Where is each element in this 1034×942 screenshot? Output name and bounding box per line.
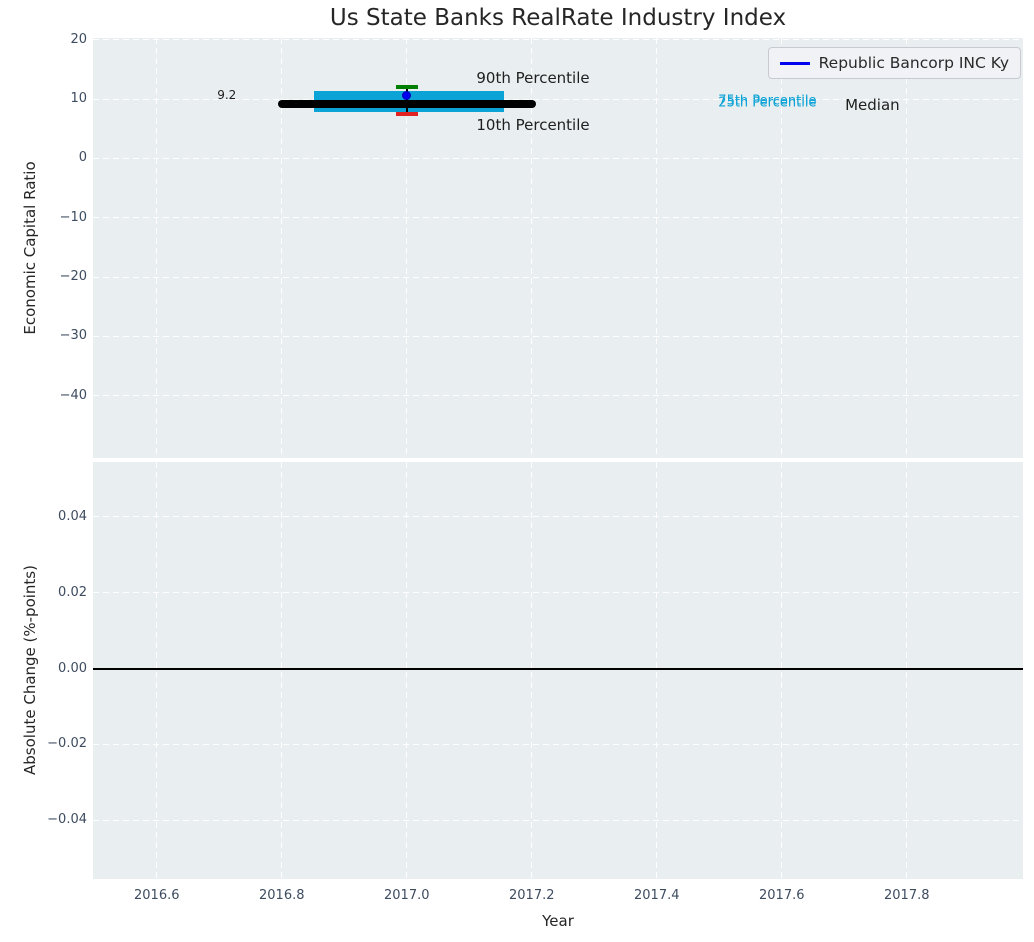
y-tick-label: 10 [70,91,87,107]
x-gridline [656,462,658,879]
y-tick-label: 20 [70,31,87,47]
y-tick-label: −30 [59,328,87,344]
x-gridline [406,38,408,458]
y-gridline [93,743,1023,745]
y-tick-label: 0.02 [58,584,87,600]
bottom-axes-absolute-change [93,462,1023,879]
y-gridline [93,819,1023,821]
x-gridline [281,38,283,458]
y-tick-label: −0.04 [47,812,87,828]
y-gridline [93,395,1023,397]
y-tick-label: −10 [59,209,87,225]
x-gridline [406,462,408,879]
p90-cap [395,85,418,90]
x-gridline [531,462,533,879]
annotation-10th-percentile: 10th Percentile [476,116,590,135]
median-line [277,99,536,108]
y-tick-label: 0.04 [58,508,87,524]
p10-cap [395,112,418,117]
x-gridline [531,38,533,458]
x-tick-label: 2017.0 [384,888,430,903]
x-tick-label: 2017.8 [884,888,930,903]
y-gridline [93,335,1023,337]
legend: Republic Bancorp INC Ky [767,47,1021,79]
annotation-9-2: 9.2 [217,87,237,102]
company-data-point [402,90,412,100]
y-axis-label-top: Economic Capital Ratio [21,161,39,335]
x-gridline [156,462,158,879]
x-tick-label: 2017.4 [634,888,680,903]
y-gridline [93,592,1023,594]
y-gridline [93,217,1023,219]
x-gridline [656,38,658,458]
legend-label: Republic Bancorp INC Ky [818,54,1009,72]
top-axes-economic-capital-ratio: 9.2 90th Percentile 10th Percentile 75th Pe… [93,38,1023,458]
y-gridline [93,276,1023,278]
annotation-90th-percentile: 90th Percentile [476,68,590,87]
y-tick-label: 0 [78,150,87,166]
y-gridline [93,516,1023,518]
chart-title: Us State Banks RealRate Industry Index [329,5,787,31]
y-tick-label: −40 [59,387,87,403]
annotation-25th-percentile: 25th Percentile [718,95,817,111]
x-tick-label: 2017.2 [509,888,555,903]
x-gridline [906,462,908,879]
x-tick-label: 2017.6 [759,888,805,903]
x-gridline [781,38,783,458]
x-tick-label: 2016.8 [259,888,305,903]
y-tick-label: −0.02 [47,736,87,752]
y-tick-label: −20 [59,269,87,285]
x-gridline [156,38,158,458]
x-axis-label: Year [542,912,574,930]
legend-line-swatch [779,61,810,65]
annotation-75th-percentile: 75th Percentile [718,93,817,109]
x-gridline [781,462,783,879]
x-gridline [906,38,908,458]
zero-change-line [93,667,1023,670]
y-tick-label: 0.00 [58,660,87,676]
annotation-median: Median [845,96,900,115]
x-gridline [281,462,283,879]
y-gridline [93,98,1023,100]
y-gridline [93,157,1023,159]
y-gridline [93,39,1023,41]
x-tick-label: 2016.6 [134,888,180,903]
